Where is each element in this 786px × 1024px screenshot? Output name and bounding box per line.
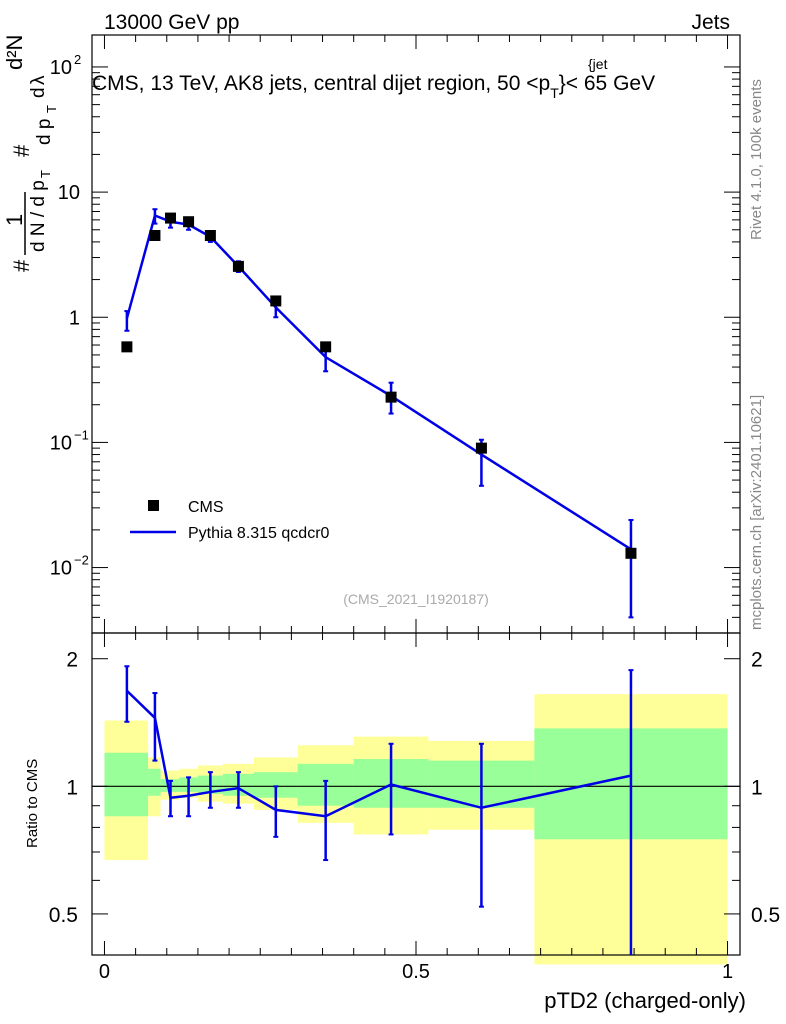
ratio-band-inner bbox=[104, 752, 149, 817]
main-frame bbox=[91, 34, 741, 634]
y-label-part-5: # bbox=[9, 144, 34, 157]
y-label-part-4: T bbox=[38, 170, 53, 178]
y-tick-label-ratio-right: 2 bbox=[751, 649, 763, 672]
plot-title-tail: }< 65 GeV bbox=[559, 72, 655, 95]
y-tick-label-ratio-right: 0.5 bbox=[751, 904, 780, 927]
data-point bbox=[625, 547, 637, 559]
y-label-part-8: d bbox=[28, 87, 49, 98]
side-text-bottom: mcplots.cern.ch [arXiv:2401.10621] bbox=[748, 395, 765, 630]
y-tick-label-main: 10 bbox=[50, 57, 72, 79]
y-tick-label-ratio: 1 bbox=[66, 776, 78, 799]
side-text-top: Rivet 4.1.0, 100k events bbox=[748, 79, 765, 240]
plot-title: CMS, 13 TeV, AK8 jets, central dijet reg… bbox=[92, 72, 655, 101]
data-point bbox=[204, 230, 216, 242]
x-tick-label: 0 bbox=[99, 961, 110, 983]
y-label-part-3: d N / d p bbox=[28, 180, 49, 252]
legend: CMS Pythia 8.315 qcdcr0 bbox=[130, 499, 330, 542]
y-tick-label-ratio-right: 1 bbox=[751, 776, 763, 799]
ratio-band-inner bbox=[148, 768, 161, 796]
y-tick-label-main: 10 bbox=[50, 558, 72, 580]
data-point bbox=[475, 442, 487, 454]
x-tick-label: 1 bbox=[722, 961, 733, 983]
y-label-part-10: d²N bbox=[2, 35, 27, 70]
legend-mc-label: Pythia 8.315 qcdcr0 bbox=[188, 525, 330, 542]
data-point bbox=[121, 341, 133, 353]
y-label-part-6: d p bbox=[34, 119, 55, 145]
analysis-id: (CMS_2021_I1920187) bbox=[343, 591, 489, 607]
data-point bbox=[165, 212, 177, 224]
ratio-panel: 2 2 1 1 0.5 0.5 0 0.5 1 bbox=[49, 632, 780, 983]
y-tick-label-exponent: −2 bbox=[74, 553, 89, 568]
data-point bbox=[270, 295, 282, 307]
data-point bbox=[320, 341, 332, 353]
legend-data-label: CMS bbox=[188, 499, 224, 516]
x-axis-label: pTD2 (charged-only) bbox=[544, 988, 746, 1013]
y-label-part-1: # bbox=[9, 259, 34, 272]
y-tick-label-main: 1 bbox=[69, 307, 80, 329]
y-label-part-9: λ bbox=[28, 75, 49, 85]
plot-title-sup: {jet bbox=[588, 56, 608, 72]
x-tick-label: 0.5 bbox=[402, 961, 430, 983]
plot-title-sub: T bbox=[550, 85, 559, 101]
y-tick-label-ratio: 0.5 bbox=[49, 904, 78, 927]
plot-title-main: CMS, 13 TeV, AK8 jets, central dijet reg… bbox=[92, 72, 550, 95]
y-label-part-2: 1 bbox=[2, 214, 27, 226]
data-point bbox=[385, 391, 397, 403]
y-tick-label-main: 10 bbox=[50, 432, 72, 454]
y-label-part-7: T bbox=[44, 105, 59, 113]
header-right: Jets bbox=[691, 11, 730, 34]
data-point bbox=[183, 216, 195, 228]
header-left: 13000 GeV pp bbox=[104, 11, 239, 34]
y-tick-label-ratio: 2 bbox=[66, 649, 78, 672]
legend-data-marker bbox=[148, 500, 159, 511]
data-point bbox=[232, 260, 244, 272]
y-axis-label-ratio: Ratio to CMS bbox=[24, 759, 41, 848]
y-axis-label-main: # 1 d N / d p T # d p T d λ d²N bbox=[2, 35, 59, 272]
y-tick-label-exponent: −1 bbox=[74, 427, 89, 442]
y-tick-label-main: 10 bbox=[58, 182, 80, 204]
y-tick-label-exponent: 2 bbox=[74, 52, 81, 67]
data-point bbox=[149, 230, 161, 242]
